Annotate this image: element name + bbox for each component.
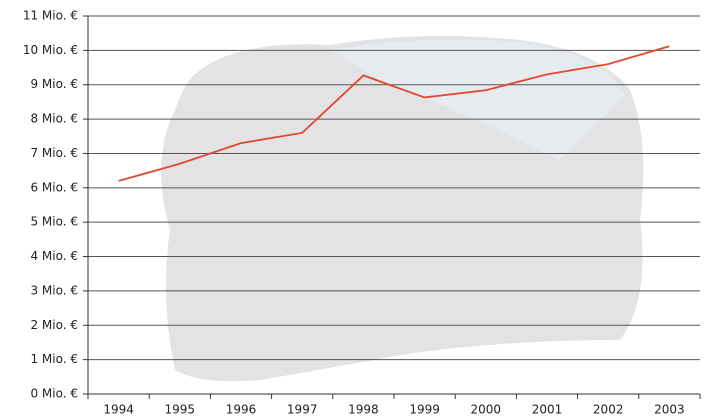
y-tick-label: 11 Mio. € xyxy=(23,9,78,23)
x-tick-label: 1999 xyxy=(409,403,440,417)
y-tick-label: 9 Mio. € xyxy=(30,77,78,91)
x-tick-label: 2000 xyxy=(471,403,502,417)
chart: 0 Mio. € 1 Mio. € 2 Mio. € 3 Mio. € 4 Mio. €… xyxy=(0,0,709,417)
y-tick-label: 4 Mio. € xyxy=(30,249,78,263)
x-tick-label: 2002 xyxy=(593,403,624,417)
x-tick-label: 1994 xyxy=(103,403,134,417)
y-tick-label: 7 Mio. € xyxy=(30,146,78,160)
x-tick-label: 1998 xyxy=(348,403,379,417)
x-tick-label: 2003 xyxy=(654,403,685,417)
y-tick-label: 3 Mio. € xyxy=(30,283,78,297)
y-tick-label: 8 Mio. € xyxy=(30,112,78,126)
x-tick-label: 1996 xyxy=(226,403,257,417)
x-tick-label: 2001 xyxy=(532,403,563,417)
y-tick-label: 0 Mio. € xyxy=(30,387,78,401)
y-tick-label: 1 Mio. € xyxy=(30,352,78,366)
x-tick-label: 1997 xyxy=(287,403,318,417)
y-tick-label: 10 Mio. € xyxy=(23,43,78,57)
y-tick-label: 5 Mio. € xyxy=(30,215,78,229)
x-tick-label: 1995 xyxy=(165,403,196,417)
y-tick-label: 2 Mio. € xyxy=(30,318,78,332)
y-tick-label: 6 Mio. € xyxy=(30,180,78,194)
